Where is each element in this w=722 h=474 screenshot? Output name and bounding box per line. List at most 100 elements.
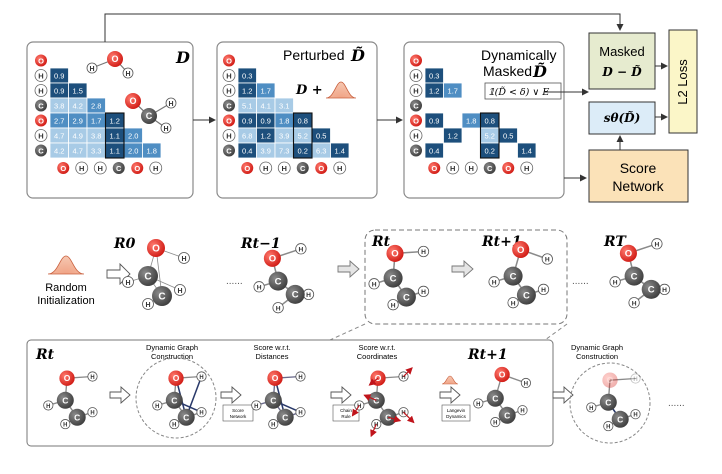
atom-badge-o [35,54,47,67]
matrix3-symbol: D̃ [532,62,547,81]
hydrogen-atom [87,407,98,418]
molecule-dynamic-graph-2: H H H H O CC [586,372,641,432]
matrix-value: 4.7 [54,132,64,141]
hydrogen-atom [251,400,262,411]
dgc-line1: Dynamic Graph [146,343,198,352]
atom-badge-h [75,161,89,175]
matrix-value: 1.4 [335,147,345,156]
molecule-rt: H H H H O CC [368,244,430,311]
atom-badge-h [222,69,236,82]
atom-symbol: C [183,412,189,422]
carbon-atom [285,284,305,304]
masked-box-line1: Masked [599,44,645,59]
carbon-atom [396,287,416,307]
matrix-value: 3.1 [279,102,289,111]
molecule-rt-plus: H H H H O CC [488,240,553,309]
atom-symbol: C [171,395,177,405]
matrix-value: 1.7 [448,87,458,96]
atom-symbol: C [158,292,165,303]
atom-badge-o [241,162,254,174]
atom-badge-label: O [244,164,250,173]
label-rt: Rt [371,234,391,250]
atom-symbol: H [401,375,405,381]
carbon-atom [498,406,516,424]
masked-target-box: Masked D − D̃ [588,32,656,90]
matrix-cell: 1.1 [105,127,125,144]
atom-badge-label: O [413,56,419,65]
matrix-cell: 1.4 [517,142,537,159]
atom-symbol: H [524,381,528,387]
oxygen-atom [59,370,75,386]
carbon-atom [152,286,172,306]
matrix-value: 1.2 [429,87,439,96]
matrix-cell: 1.2 [256,127,276,144]
hydrogen-atom [537,283,550,296]
matrix-value: 1.1 [110,132,120,141]
matrix-cell: 1.2 [443,127,463,144]
matrix-cell: 0.2 [293,142,313,159]
atom-badge-label: H [38,131,43,140]
atom-symbol: H [63,422,67,428]
striped-arrow [451,259,474,279]
matrix3-title-1: Dynamically [481,47,556,63]
matrix-cell: 3.9 [256,142,276,159]
atom-badge-label: H [282,164,287,173]
atom-badge-label: O [505,164,511,173]
atom-badge-h [34,69,48,82]
hydrogen-atom [586,402,597,413]
matrix2-symbol: D̃ [350,46,365,65]
atom-symbol: H [46,404,50,410]
atom-badge-h [520,161,534,175]
atom-symbol: H [662,287,667,294]
score-function-label: sθ(D̃) [604,110,641,125]
deco-h-2-label: H [125,71,130,78]
atom-badge-h [222,129,236,142]
carbon-atom [641,279,661,299]
atom-symbol: C [504,410,510,420]
matrix-value: 1.1 [110,147,120,156]
atom-badge-label: H [469,164,474,173]
atom-badge-label: H [337,164,342,173]
matrix-value: 2.8 [91,102,101,111]
atom-badge-o [502,162,515,174]
force-arrow [368,377,379,386]
zoom-line-left [329,323,366,341]
matrix-cell: 2.0 [123,142,143,159]
hydrogen-atom [541,253,553,265]
matrix-value: 2.7 [54,117,64,126]
atom-symbol: H [199,411,203,417]
force-arrow [403,367,413,377]
matrix-cell: 0.9 [424,112,444,129]
atom-badge-label: H [413,86,418,95]
atom-symbol: H [655,241,660,248]
hydrogen-atom [517,405,528,416]
highlight-outline [104,112,125,159]
atom-badge-c [223,99,235,112]
hydrogen-atom [490,417,501,428]
hollow-arrow [439,385,461,405]
atom-symbol: H [177,288,182,295]
atom-badge-h [464,161,478,175]
matrix1-label: D [175,48,190,67]
atom-badge-h [333,161,347,175]
hydrogen-atom [174,284,186,296]
hydrogen-atom [295,407,306,418]
atom-badge-h [149,161,163,175]
matrix-cell: 2.7 [49,112,69,129]
mini-score-1: Score [232,408,244,413]
matrix-cell: 1.4 [330,142,350,159]
deco-h-1-label: H [89,66,94,73]
hydrogen-atom [169,419,180,430]
matrix-value: 3.8 [54,102,64,111]
atom-symbol: H [520,409,524,415]
atom-badge-label: H [226,131,231,140]
highlight-outline [292,112,313,159]
oxygen-atom [494,366,510,383]
hydrogen-atom [630,409,641,420]
hydrogen-atom [488,276,500,288]
matrix-value: 7.3 [279,147,289,156]
score-network-line1: Score [620,160,657,176]
